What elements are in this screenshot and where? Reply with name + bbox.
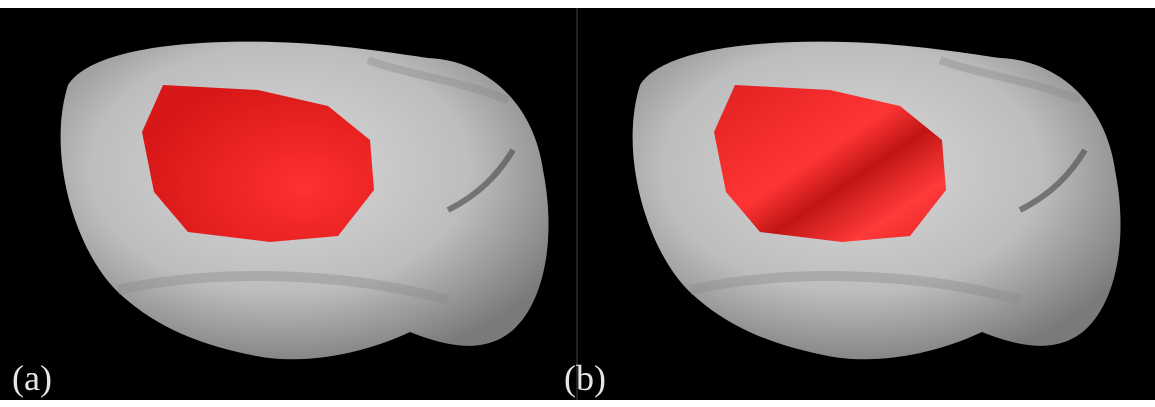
panel-label: (b)	[564, 358, 606, 398]
panel-label: (a)	[12, 358, 52, 398]
page: (a) (b) (() => { const data = JSON.parse…	[0, 0, 1155, 407]
figure: (a) (b)	[0, 0, 1155, 407]
